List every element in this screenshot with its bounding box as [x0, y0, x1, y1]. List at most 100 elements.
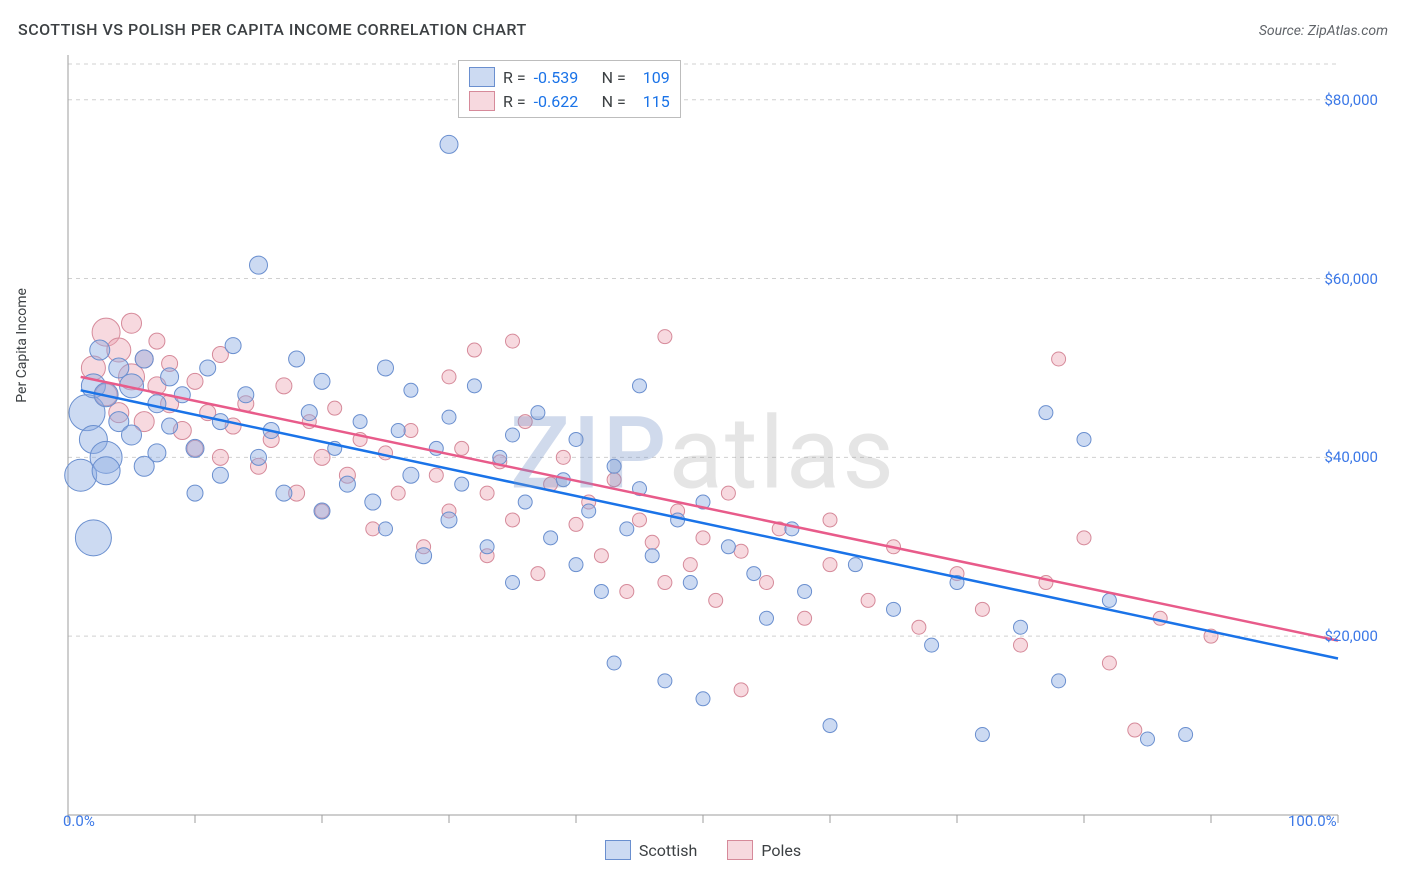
data-point	[569, 432, 583, 446]
legend-swatch	[605, 840, 631, 860]
data-point	[404, 424, 418, 438]
data-point	[212, 449, 228, 465]
data-point	[1102, 656, 1116, 670]
legend-swatch	[469, 67, 495, 87]
y-tick-label: $80,000	[1324, 91, 1378, 109]
data-point	[378, 360, 394, 376]
y-tick-label: $40,000	[1324, 448, 1378, 466]
legend-label: Scottish	[639, 841, 697, 860]
data-point	[506, 428, 520, 442]
data-point	[365, 494, 381, 510]
data-point	[620, 584, 634, 598]
data-point	[442, 370, 456, 384]
data-point	[798, 611, 812, 625]
data-point	[90, 340, 110, 360]
data-point	[506, 576, 520, 590]
stats-legend: R = -0.539 N = 109R = -0.622 N = 115	[458, 60, 681, 118]
legend-item: Scottish	[605, 840, 697, 860]
data-point	[709, 593, 723, 607]
data-point	[823, 558, 837, 572]
data-point	[314, 503, 330, 519]
data-point	[633, 513, 647, 527]
data-point	[683, 558, 697, 572]
chart-area: Per Capita Income ZIPatlas R = -0.539 N …	[18, 55, 1388, 865]
data-point	[366, 522, 380, 536]
data-point	[122, 425, 142, 445]
data-point	[1179, 728, 1193, 742]
data-point	[531, 567, 545, 581]
data-point	[887, 602, 901, 616]
data-point	[251, 449, 267, 465]
data-point	[442, 410, 456, 424]
data-point	[467, 379, 481, 393]
data-point	[658, 330, 672, 344]
data-point	[148, 444, 166, 462]
data-point	[238, 387, 254, 403]
data-point	[441, 512, 457, 528]
series-legend: Scottish Poles	[18, 840, 1388, 860]
data-point	[760, 611, 774, 625]
data-point	[1052, 674, 1066, 688]
data-point	[823, 719, 837, 733]
data-point	[607, 459, 621, 473]
x-axis-max: 100.0%	[1288, 812, 1337, 830]
data-point	[92, 457, 120, 485]
data-point	[556, 450, 570, 464]
data-point	[339, 476, 355, 492]
data-point	[187, 485, 203, 501]
data-point	[975, 728, 989, 742]
data-point	[429, 468, 443, 482]
data-point	[683, 576, 697, 590]
data-point	[912, 620, 926, 634]
data-point	[493, 450, 507, 464]
data-point	[721, 486, 735, 500]
data-point	[314, 373, 330, 389]
data-point	[506, 334, 520, 348]
data-point	[531, 406, 545, 420]
data-point	[289, 351, 305, 367]
data-point	[848, 558, 862, 572]
data-point	[122, 313, 142, 333]
data-point	[200, 360, 216, 376]
data-point	[594, 549, 608, 563]
trend-scottish	[81, 390, 1338, 658]
data-point	[187, 373, 203, 389]
legend-swatch	[727, 840, 753, 860]
data-point	[149, 333, 165, 349]
data-point	[696, 531, 710, 545]
data-point	[440, 135, 458, 153]
data-point	[518, 415, 532, 429]
data-point	[404, 383, 418, 397]
data-point	[1039, 406, 1053, 420]
y-tick-label: $20,000	[1324, 627, 1378, 645]
data-point	[582, 504, 596, 518]
data-point	[760, 576, 774, 590]
data-point	[250, 256, 268, 274]
data-point	[1014, 620, 1028, 634]
data-point	[1102, 593, 1116, 607]
data-point	[1077, 531, 1091, 545]
data-point	[75, 520, 111, 556]
data-point	[798, 584, 812, 598]
data-point	[734, 544, 748, 558]
data-point	[721, 540, 735, 554]
scatter-plot	[18, 55, 1388, 835]
source-attribution: Source: ZipAtlas.com	[1259, 23, 1388, 39]
data-point	[696, 692, 710, 706]
data-point	[212, 467, 228, 483]
data-point	[455, 477, 469, 491]
legend-stat-row: R = -0.539 N = 109	[469, 65, 670, 89]
legend-stat-row: R = -0.622 N = 115	[469, 89, 670, 113]
data-point	[148, 395, 166, 413]
data-point	[403, 467, 419, 483]
series-scottish	[65, 135, 1193, 746]
data-point	[301, 405, 317, 421]
data-point	[379, 446, 393, 460]
data-point	[607, 656, 621, 670]
data-point	[416, 548, 432, 564]
data-point	[1077, 432, 1091, 446]
data-point	[506, 513, 520, 527]
data-point	[391, 486, 405, 500]
series-poles	[81, 313, 1218, 737]
data-point	[633, 379, 647, 393]
